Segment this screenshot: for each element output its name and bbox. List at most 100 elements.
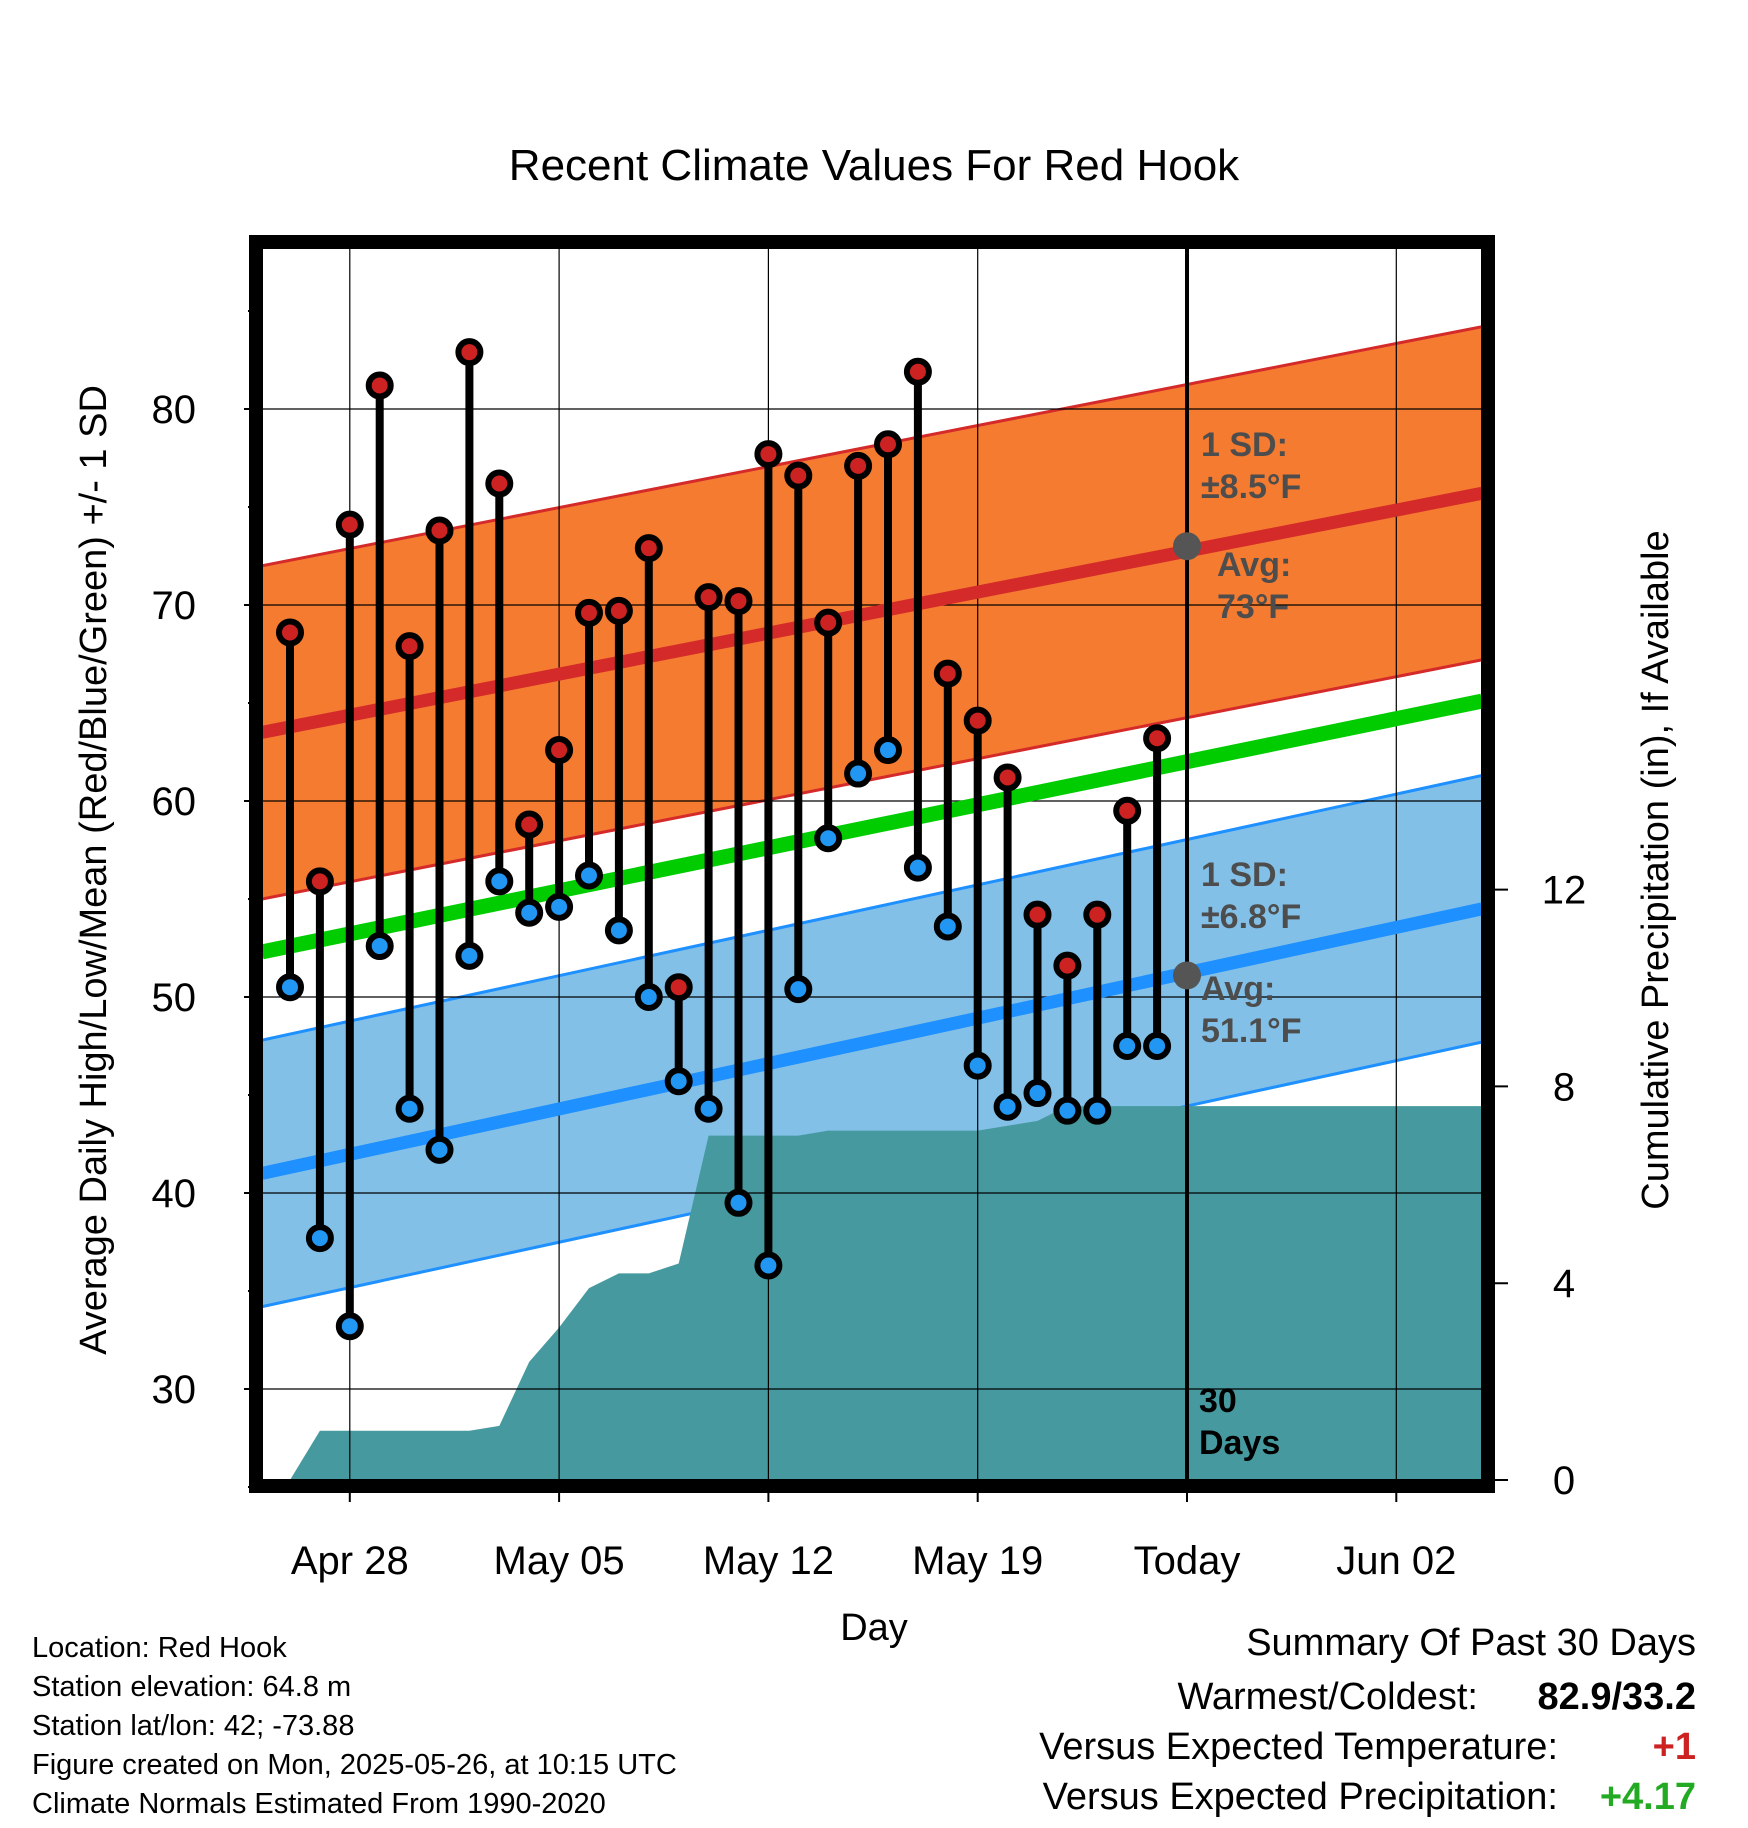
precip-vs-expected-label: Versus Expected Precipitation:: [1042, 1776, 1558, 1818]
plot-frame: [249, 235, 1495, 1493]
daily-low-point: [305, 1224, 334, 1253]
elevation-text: Station elevation: 64.8 m: [32, 1671, 352, 1703]
daily-low-point: [575, 861, 603, 890]
daily-high-point: [365, 371, 394, 400]
daily-high-point: [1023, 900, 1052, 929]
x-tick-label: Apr 28: [291, 1539, 409, 1583]
daily-low-point: [993, 1092, 1022, 1121]
y2-tick-label: 12: [1542, 869, 1587, 913]
window-annotation: 30 Days: [1199, 1382, 1280, 1462]
daily-low-point: [485, 867, 514, 896]
y2-tick-label: 0: [1553, 1459, 1575, 1503]
daily-high-point: [993, 763, 1022, 792]
y-tick-label: 60: [152, 780, 197, 824]
latlon-text: Station lat/lon: 42; -73.88: [32, 1710, 355, 1742]
daily-low-point: [425, 1135, 454, 1164]
daily-low-point: [395, 1094, 424, 1123]
y-tick-label: 30: [152, 1368, 197, 1412]
y-axis-label: Average Daily High/Low/Mean (Red/Blue/Gr…: [73, 385, 115, 1355]
low-avg-annotation: Avg: 51.1°F: [1201, 970, 1302, 1050]
low-sd-annotation: 1 SD: ±6.8°F: [1201, 856, 1301, 936]
x-tick-label: Jun 02: [1336, 1539, 1456, 1583]
daily-low-point: [1113, 1032, 1142, 1060]
daily-high-point: [575, 598, 603, 627]
daily-high-point: [1083, 900, 1112, 929]
daily-high-point: [874, 430, 902, 459]
axes: 30 40 50 60 70 80 0 4 8 12 Apr 28 May 05 May 12 May 1…: [152, 235, 1587, 1583]
y-tick-label: 80: [152, 388, 197, 432]
daily-high-point: [545, 736, 574, 765]
daily-high-point: [485, 469, 514, 498]
daily-high-point: [664, 973, 693, 1002]
daily-high-point: [963, 706, 992, 735]
daily-low-point: [1023, 1079, 1052, 1108]
daily-low-point: [694, 1094, 723, 1123]
x-axis-label: Day: [840, 1607, 908, 1649]
chart-title: Recent Climate Values For Red Hook: [509, 141, 1240, 190]
daily-low-point: [844, 759, 873, 788]
daily-low-point: [814, 824, 843, 853]
daily-low-point: [1083, 1096, 1112, 1125]
high-sd-band-lower-edge: [262, 658, 1482, 901]
y-tick-label: 50: [152, 976, 197, 1020]
precip-vs-expected-value: +4.17: [1599, 1776, 1696, 1818]
y-tick-label: 40: [152, 1172, 197, 1216]
daily-low-point: [784, 975, 813, 1004]
daily-low-point: [634, 983, 663, 1011]
daily-high-point: [634, 534, 663, 563]
daily-high-point: [455, 338, 484, 367]
daily-high-point: [694, 583, 723, 612]
high-sd-band-upper-edge: [262, 325, 1482, 568]
location-text: Location: Red Hook: [32, 1632, 287, 1664]
x-tick-label: May 05: [494, 1539, 625, 1583]
x-tick-label: May 19: [912, 1539, 1043, 1583]
normal-low-line: [262, 902, 1482, 1180]
daily-high-point: [1113, 796, 1142, 825]
daily-low-point: [365, 932, 394, 961]
daily-low-point: [664, 1067, 693, 1096]
plot-area: 1 SD: ±8.5°F Avg: 73°F 1 SD: ±6.8°F Avg: 51.1°F…: [262, 248, 1482, 1480]
warm-cold-label: Warmest/Coldest:: [1177, 1676, 1478, 1718]
daily-high-point: [903, 357, 932, 386]
daily-high-point: [784, 461, 813, 490]
x-tick-label: May 12: [703, 1539, 834, 1583]
daily-low-point: [335, 1312, 364, 1341]
daily-low-point: [545, 892, 574, 921]
daily-low-point: [754, 1251, 783, 1280]
daily-high-point: [1143, 724, 1172, 753]
normals-text: Climate Normals Estimated From 1990-2020: [32, 1788, 606, 1820]
daily-high-point: [604, 596, 633, 625]
precip-area: [290, 1106, 1482, 1480]
temp-vs-expected-value: +1: [1652, 1726, 1696, 1768]
high-sd-annotation: 1 SD: ±8.5°F: [1201, 426, 1301, 506]
daily-low-point: [515, 898, 544, 927]
y-tick-label: 70: [152, 584, 197, 628]
y2-tick-label: 4: [1553, 1262, 1575, 1306]
daily-high-point: [1053, 951, 1082, 980]
normal-mean-line: [262, 693, 1482, 960]
created-text: Figure created on Mon, 2025-05-26, at 10…: [32, 1749, 677, 1781]
y2-tick-label: 8: [1553, 1065, 1575, 1109]
daily-low-point: [874, 736, 902, 765]
daily-high-point: [515, 810, 544, 839]
summary-title: Summary Of Past 30 Days: [1246, 1622, 1696, 1664]
today-high-avg-marker: [1173, 532, 1201, 561]
normal-high-line: [262, 486, 1482, 739]
daily-low-point: [963, 1051, 992, 1080]
daily-low-point: [1053, 1096, 1082, 1125]
warm-cold-value: 82.9/33.2: [1537, 1676, 1696, 1718]
daily-high-point: [814, 608, 843, 637]
daily-high-point: [933, 659, 962, 688]
daily-high-point: [305, 867, 334, 896]
daily-low-point: [1143, 1032, 1172, 1060]
daily-high-point: [276, 618, 304, 647]
daily-high-point: [335, 510, 364, 539]
daily-high-point: [724, 587, 753, 616]
daily-low-point: [604, 916, 633, 945]
daily-high-point: [425, 516, 454, 545]
low-sd-band-upper-edge: [262, 774, 1482, 1042]
temp-vs-expected-label: Versus Expected Temperature:: [1039, 1726, 1558, 1768]
daily-low-point: [903, 853, 932, 882]
daily-low-point: [933, 912, 962, 941]
daily-high-point: [754, 440, 783, 469]
